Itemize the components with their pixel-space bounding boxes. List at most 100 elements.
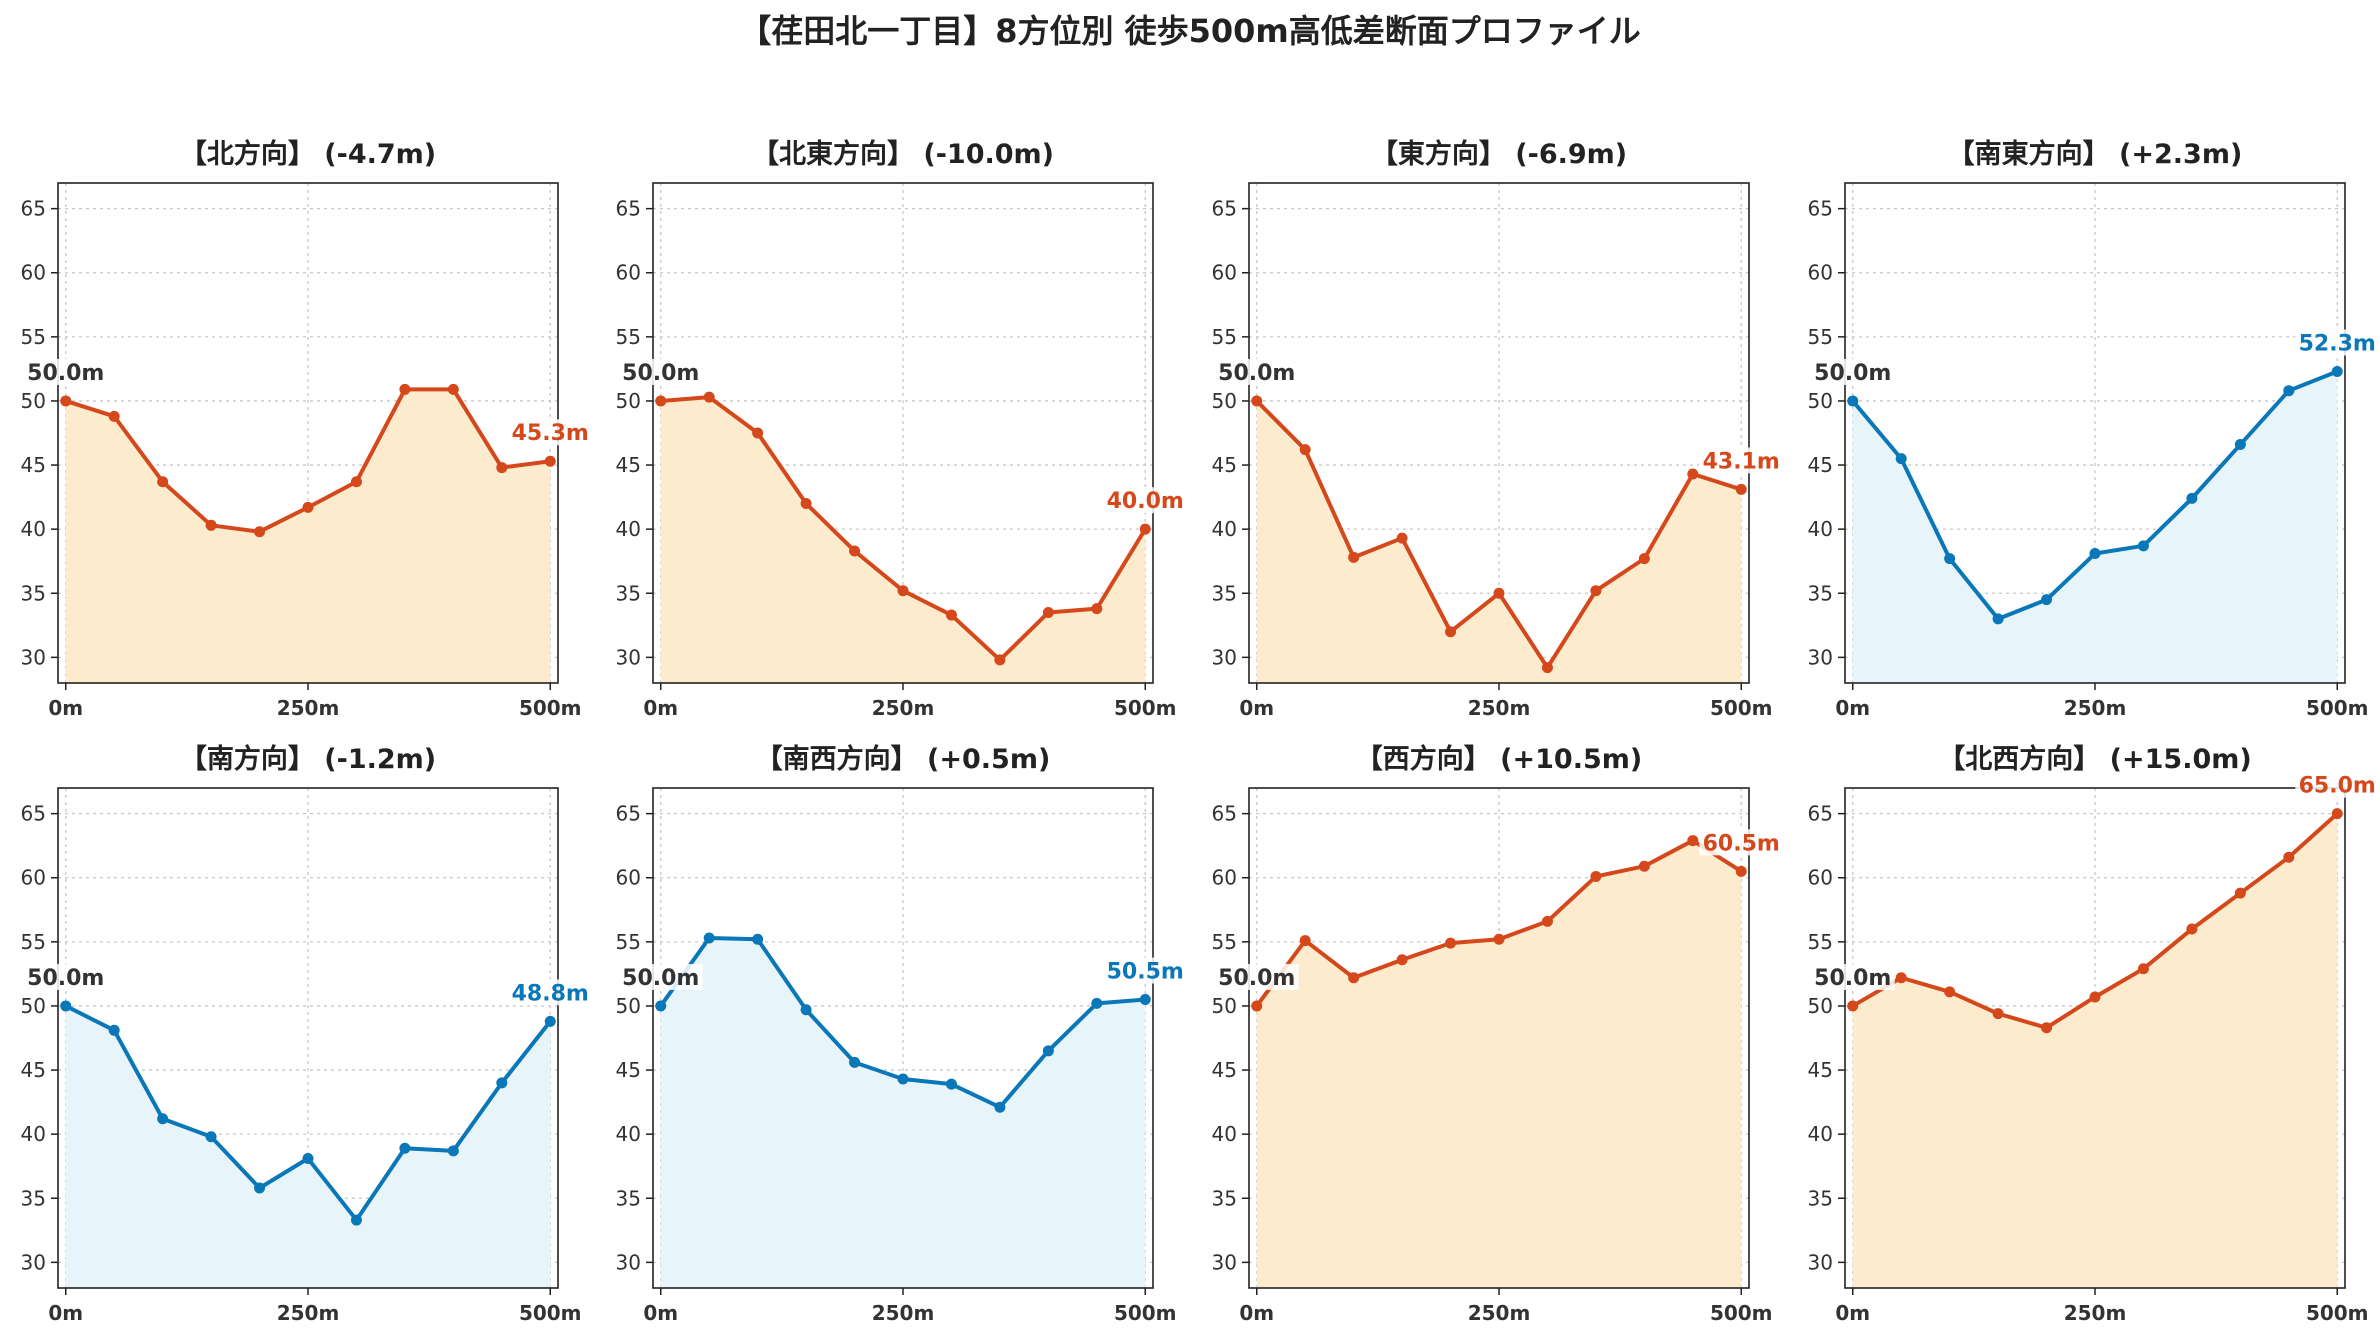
y-tick-label: 40 [616,1122,641,1146]
y-tick-label: 65 [1212,197,1237,221]
y-tick-label: 40 [1808,517,1833,541]
panel-1: 【北方向】 (-4.7m) 30 35 40 45 50 55 60 65 0m 250m 500m 5… [21,138,593,720]
x-tick-label: 0m [48,696,83,720]
data-point [994,654,1006,666]
panel-title: 【東方向】 (-6.9m) [1371,138,1627,170]
data-point [2283,385,2295,397]
x-tick-label: 250m [2064,696,2127,720]
area-fill [1852,371,2338,683]
data-point [302,1153,314,1165]
panel-6: 【南西方向】 (+0.5m) 30 35 40 45 50 55 60 65 0m 250m 500m… [616,743,1188,1325]
data-point [897,1073,909,1085]
data-point [1590,585,1602,597]
data-point [254,1182,266,1194]
data-point [2041,1022,2053,1034]
y-tick-label: 55 [1212,930,1237,954]
panel-title: 【南西方向】 (+0.5m) [756,743,1051,775]
y-tick-label: 30 [1808,645,1833,669]
x-tick-label: 250m [872,696,935,720]
y-tick-label: 65 [616,197,641,221]
data-point [2186,492,2198,504]
y-tick-label: 35 [21,581,46,605]
y-tick-label: 60 [21,866,46,890]
x-tick-label: 250m [1468,696,1531,720]
y-tick-label: 60 [21,261,46,285]
data-point [2041,594,2053,606]
data-point [849,1056,861,1068]
y-tick-label: 35 [1808,1186,1833,1210]
data-point [1042,606,1054,618]
x-tick-label: 0m [1239,696,1274,720]
data-point [1493,933,1505,945]
y-tick-label: 50 [21,994,46,1018]
y-tick-label: 55 [1212,325,1237,349]
panel-title: 【北東方向】 (-10.0m) [752,138,1054,170]
panel-title: 【北方向】 (-4.7m) [180,138,436,170]
y-tick-label: 50 [21,389,46,413]
y-tick-label: 60 [1212,866,1237,890]
data-point [1396,532,1408,544]
y-tick-label: 65 [1212,802,1237,826]
start-label-bg [1214,358,1299,385]
end-label-bg [508,979,593,1006]
y-tick-label: 30 [616,1250,641,1274]
data-point [1735,865,1747,877]
panel-8: 【北西方向】 (+15.0m) 30 35 40 45 50 55 60 65 0m 250m 500… [1808,743,2380,1325]
y-tick-label: 50 [1808,389,1833,413]
data-point [800,498,812,510]
y-tick-label: 45 [616,1058,641,1082]
y-tick-label: 50 [1212,994,1237,1018]
data-point [1348,972,1360,984]
end-label-bg [1103,487,1188,514]
end-label: 65.0m [2299,774,2376,799]
x-tick-label: 250m [1468,1301,1531,1325]
panel-title: 【西方向】 (+10.5m) [1356,743,1642,775]
data-point [2089,548,2101,560]
data-point [1396,954,1408,966]
data-point [60,395,72,407]
y-tick-label: 30 [1808,1250,1833,1274]
start-label: 50.0m [622,361,699,386]
x-tick-label: 0m [48,1301,83,1325]
y-tick-label: 30 [1212,1250,1237,1274]
data-point [157,476,169,488]
end-label-bg [508,419,593,446]
start-label: 50.0m [27,966,104,991]
data-point [205,1131,217,1143]
x-tick-label: 250m [872,1301,935,1325]
data-point [703,932,715,944]
end-label-bg [2295,329,2380,356]
data-point [1541,662,1553,674]
x-tick-label: 500m [1114,696,1177,720]
end-label-bg [1699,447,1784,474]
data-point [752,933,764,945]
data-point [399,1142,411,1154]
y-tick-label: 40 [1212,1122,1237,1146]
y-tick-label: 45 [1808,453,1833,477]
data-point [752,427,764,439]
data-point [1992,1008,2004,1020]
y-tick-label: 45 [21,453,46,477]
y-tick-label: 40 [21,1122,46,1146]
data-point [496,462,508,474]
data-point [655,395,667,407]
start-label: 50.0m [1218,966,1295,991]
panel-title: 【南東方向】 (+2.3m) [1948,138,2243,170]
x-tick-label: 250m [277,696,340,720]
data-point [2234,439,2246,451]
y-tick-label: 45 [21,1058,46,1082]
data-point [447,1145,459,1157]
y-tick-label: 55 [21,325,46,349]
data-point [994,1101,1006,1113]
data-point [1992,613,2004,625]
data-point [108,410,120,422]
y-tick-label: 40 [21,517,46,541]
start-label: 50.0m [1218,361,1295,386]
end-label-bg [2295,771,2380,798]
x-tick-label: 0m [643,696,678,720]
start-label: 50.0m [1814,966,1891,991]
x-tick-label: 0m [1835,1301,1870,1325]
y-tick-label: 65 [21,802,46,826]
data-point [2089,991,2101,1003]
y-tick-label: 50 [1808,994,1833,1018]
